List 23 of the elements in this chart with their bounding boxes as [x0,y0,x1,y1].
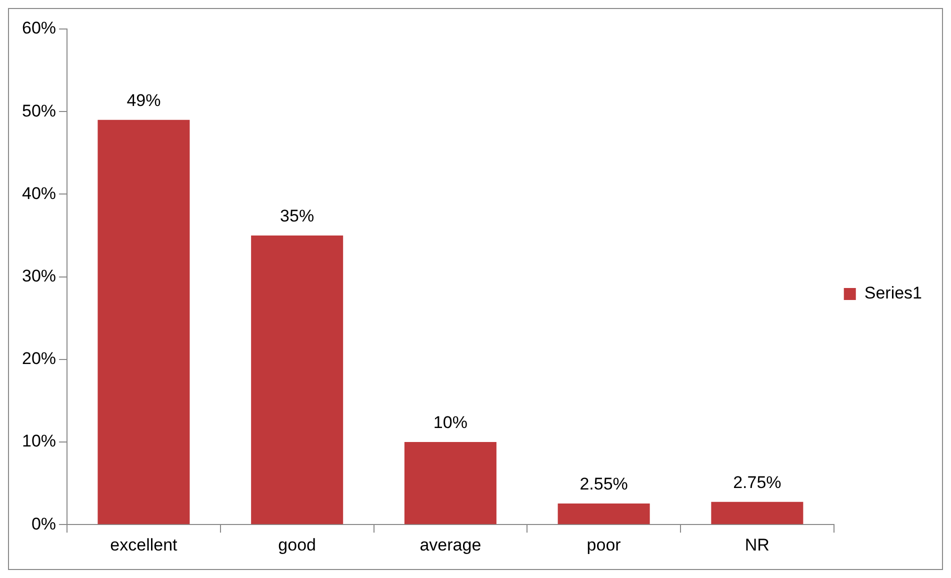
y-tick-label: 50% [22,101,56,120]
bar [558,504,650,524]
data-label: 2.55% [580,474,628,494]
bar [404,442,496,524]
data-label: 10% [433,413,468,432]
data-label: 49% [126,91,161,110]
x-tick-label: good [278,535,316,554]
y-tick-label: 0% [31,514,56,534]
x-tick-label: average [420,535,482,554]
x-tick-label: NR [744,535,770,554]
y-tick-label: 40% [22,184,56,203]
bar [251,236,344,524]
bar [98,120,190,524]
data-label: 35% [280,206,314,226]
bar [711,502,804,524]
data-label: 2.75% [733,473,782,492]
legend-label: Series1 [864,284,922,303]
x-tick-label: excellent [110,535,178,554]
y-tick-label: 20% [22,349,56,368]
y-tick-label: 10% [22,432,56,451]
x-tick-label: poor [586,535,622,554]
y-tick-label: 30% [22,266,56,286]
y-tick-label: 60% [22,18,56,38]
